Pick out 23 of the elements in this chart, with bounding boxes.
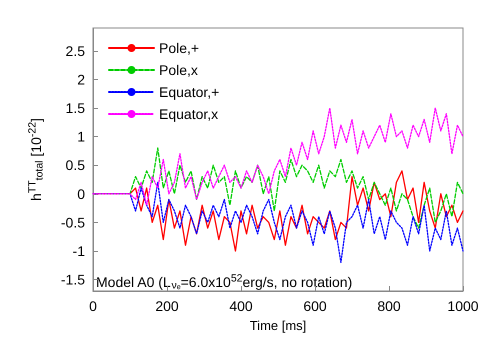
y-axis-title: hTTtotal [10-22] (26, 118, 46, 201)
line-series (92, 107, 464, 206)
x-tick-label: 200 (155, 298, 179, 314)
x-tick-label: 1000 (447, 298, 479, 314)
y-tick-label: 0.5 (66, 157, 86, 174)
legend-label: Pole,x (159, 62, 198, 78)
y-tick-label: 1.5 (66, 100, 86, 116)
x-tick-label: 0 (89, 298, 98, 314)
y-tick-label: -1 (72, 242, 86, 259)
y-tick-label: -1.5 (60, 272, 86, 288)
y-tick-label: -0.5 (60, 214, 86, 230)
line-series (92, 147, 464, 229)
y-tick-label: 2.5 (66, 42, 86, 59)
x-tick-label: 800 (377, 298, 401, 314)
y-tick-label: 1 (77, 128, 86, 145)
x-axis-title: Time [ms] (250, 318, 306, 333)
legend-label: Equator,x (159, 106, 218, 122)
y-tick-label: 0 (77, 186, 86, 202)
legend-label: Equator,+ (159, 84, 220, 100)
x-tick-label: 600 (303, 298, 327, 314)
x-tick-label: 400 (229, 298, 253, 314)
y-tick-label: 2 (77, 71, 86, 88)
legend-label: Pole,+ (159, 40, 200, 56)
